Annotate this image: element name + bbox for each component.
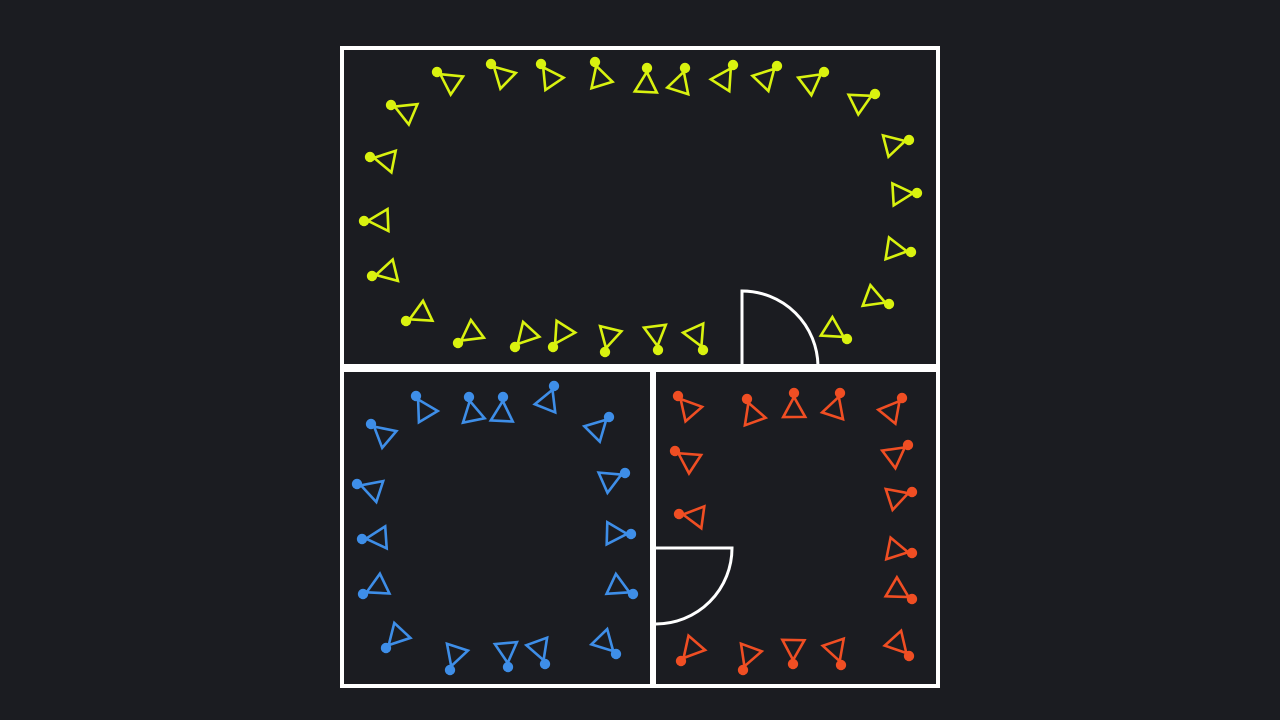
top-room-door	[740, 289, 820, 367]
bottom-left-room-agent-icon	[410, 390, 441, 425]
top-room-wall	[340, 46, 940, 368]
top-room-agent-icon	[881, 133, 915, 160]
top-room-agent-icon	[750, 60, 783, 94]
walls	[340, 46, 940, 688]
top-room-agent-icon	[598, 324, 624, 358]
top-room-agent-icon	[632, 62, 659, 94]
top-room-agent-icon	[883, 235, 917, 262]
bottom-left-room-agent-icon	[604, 571, 639, 600]
top-room-agent-icon	[641, 323, 668, 356]
top-room-agent-icon	[452, 317, 487, 349]
bottom-right-room-agent-icon	[882, 628, 915, 662]
bottom-right-room-agent-icon	[673, 504, 706, 531]
bottom-left-room-agent-icon	[523, 635, 551, 670]
bottom-left-room-agent-icon	[488, 391, 515, 423]
top-room-agent-icon	[535, 58, 567, 93]
bottom-left-room-agent-icon	[532, 380, 560, 415]
top-room-agent-icon	[485, 58, 519, 92]
bottom-left-room-agent-icon	[581, 411, 615, 445]
bottom-left-room-agent-icon	[461, 391, 488, 425]
agents	[351, 56, 923, 676]
bottom-right-door	[655, 546, 734, 626]
top-room-agent-icon	[589, 56, 615, 91]
bottom-right-room-agent-icon	[820, 636, 847, 671]
bottom-left-room-agent-icon	[596, 467, 631, 496]
bottom-right-room-agent-icon	[669, 445, 704, 476]
bottom-left-room-agent-icon	[365, 418, 399, 451]
bottom-left-room-agent-icon	[356, 524, 389, 551]
bottom-right-room-agent-icon	[883, 574, 918, 605]
bottom-right-room-agent-icon	[879, 439, 914, 471]
bottom-right-room-wall	[652, 368, 940, 688]
bottom-right-room-agent-icon	[675, 633, 708, 667]
top-room-agent-icon	[818, 314, 853, 345]
top-room-agent-icon	[385, 99, 420, 128]
bottom-right-room-agent-icon	[737, 641, 765, 676]
top-room-agent-icon	[708, 59, 739, 94]
bottom-left-room-agent-icon	[605, 520, 637, 547]
top-room-agent-icon	[795, 66, 830, 98]
bottom-right-room-agent-icon	[741, 393, 769, 428]
bottom-right-room-agent-icon	[672, 390, 705, 424]
bottom-right-room-agent-icon	[781, 387, 808, 419]
doors	[655, 289, 820, 626]
top-room-agent-icon	[358, 206, 390, 234]
top-room-agent-icon	[364, 148, 398, 175]
top-room-agent-icon	[680, 321, 709, 356]
bottom-left-room-agent-icon	[492, 640, 519, 673]
top-room-agent-icon	[890, 181, 923, 208]
top-room-agent-icon	[431, 66, 466, 98]
bottom-left-room-agent-icon	[351, 478, 386, 505]
bottom-right-room-agent-icon	[819, 387, 846, 422]
top-room-agent-icon	[366, 257, 400, 283]
top-room-agent-icon	[509, 319, 542, 353]
bottom-left-room-agent-icon	[588, 626, 622, 660]
bottom-right-room-agent-icon	[780, 638, 807, 670]
bottom-right-room-agent-icon	[875, 392, 908, 426]
bottom-left-room-agent-icon	[357, 571, 392, 600]
bottom-right-room-agent-icon	[883, 486, 918, 513]
top-room-agent-icon	[400, 298, 435, 327]
top-room-agent-icon	[664, 62, 691, 97]
top-room-agent-icon	[846, 88, 881, 118]
top-room-agent-icon	[547, 318, 578, 353]
bottom-right-room-agent-icon	[884, 535, 918, 562]
top-room-agent-icon	[860, 282, 895, 310]
bottom-left-room-agent-icon	[444, 641, 471, 676]
bottom-left-room-agent-icon	[380, 620, 413, 654]
